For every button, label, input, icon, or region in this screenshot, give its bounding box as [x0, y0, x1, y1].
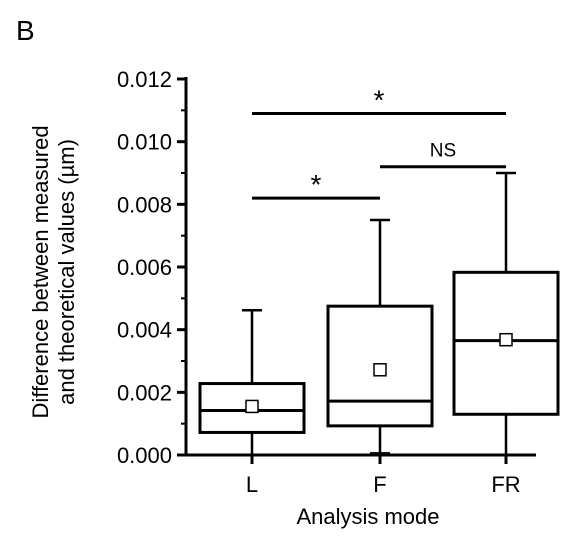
x-tick-label-l: L: [246, 472, 258, 497]
y-tick-label: 0.012: [117, 67, 172, 92]
mean-marker: [373, 363, 387, 377]
significance-l-fr: *: [252, 84, 506, 115]
significance-label: *: [311, 169, 322, 200]
x-tick-label-fr: FR: [491, 472, 520, 497]
panel-label: B: [16, 15, 35, 46]
y-tick-label: 0.004: [117, 318, 172, 343]
mean-marker: [499, 332, 513, 347]
significance-label: *: [374, 84, 385, 115]
y-tick-label: 0.006: [117, 255, 172, 280]
significance-l-f: *: [252, 169, 380, 200]
y-tick-label: 0.000: [117, 443, 172, 468]
box-l: [198, 308, 306, 457]
significance-f-fr: NS: [380, 141, 506, 169]
y-axis-title-line-2: and theoretical values (µm): [54, 139, 79, 405]
y-axis-title-line-1: Difference between measured: [28, 125, 53, 418]
box-fr: [452, 171, 560, 457]
mean-marker: [245, 399, 259, 414]
x-tick-label-f: F: [373, 472, 386, 497]
box-f: [326, 218, 434, 455]
boxes: [198, 171, 560, 457]
y-tick-label: 0.010: [117, 130, 172, 155]
significance-brackets: * NS *: [252, 84, 506, 200]
x-axis-title: Analysis mode: [296, 504, 439, 529]
y-axis-title: Difference between measured and theoreti…: [28, 125, 79, 418]
significance-label: NS: [430, 141, 456, 162]
y-tick-label: 0.008: [117, 192, 172, 217]
axes: 0.000 0.002 0.004 0.006 0.008 0.010 0.012 L F FR: [117, 67, 536, 497]
y-tick-label: 0.002: [117, 380, 172, 405]
